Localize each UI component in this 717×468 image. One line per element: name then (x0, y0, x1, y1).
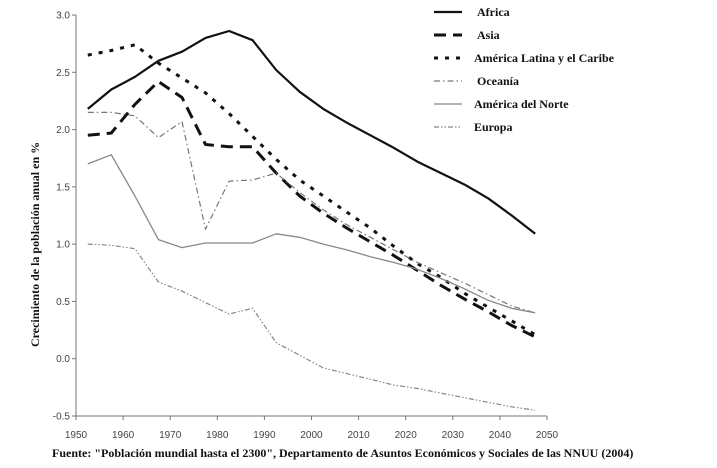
axes: 3.0 2.5 2.0 1.5 1.0 0.5 0.0 -0.5 1950 1960 1970 198… (53, 11, 559, 442)
legend-label-america-del-norte: América del Norte (474, 97, 569, 111)
source-caption: Fuente: "Población mundial hasta el 2300… (52, 446, 634, 460)
x-tick-label: 1990 (253, 430, 276, 441)
series-line-asia (87, 80, 536, 339)
legend: Africa Asia América Latina y el Caribe Ocea… (434, 5, 615, 134)
x-tick-label: 2050 (536, 430, 559, 441)
series-line-africa (87, 29, 536, 235)
legend-label-asia: Asia (477, 28, 500, 42)
x-tick-label: 2040 (489, 430, 512, 441)
series-line-america-latina-y-el-caribe (87, 43, 536, 336)
x-tick-label: 1980 (206, 430, 229, 441)
legend-label-america-latina-y-el-caribe: América Latina y el Caribe (474, 51, 615, 65)
y-tick-label: 0.5 (56, 297, 70, 308)
x-tick-label: 2000 (300, 430, 323, 441)
series-lines (87, 29, 536, 411)
y-tick-label: 1.0 (56, 240, 70, 251)
series-line-oceania (87, 111, 536, 314)
x-tick-label: 1950 (65, 430, 88, 441)
x-tick-label: 1960 (112, 430, 135, 441)
legend-label-africa: Africa (477, 5, 510, 19)
x-tick-label: 2010 (347, 430, 370, 441)
y-axis-label: Crecimiento de la población anual en % (28, 142, 42, 347)
legend-label-oceania: Oceanía (477, 74, 519, 88)
legend-label-europa: Europa (474, 120, 512, 134)
chart-area: 3.0 2.5 2.0 1.5 1.0 0.5 0.0 -0.5 1950 1960 1970 198… (28, 5, 615, 442)
y-tick-label: 0.0 (56, 354, 70, 365)
x-tick-label: 2020 (395, 430, 418, 441)
series-line-america-del-norte (87, 154, 536, 314)
x-tick-label: 1970 (159, 430, 182, 441)
y-tick-label: 2.0 (56, 125, 70, 136)
y-tick-label: 2.5 (56, 68, 70, 79)
x-tick-label: 2030 (442, 430, 465, 441)
series-line-europa (87, 243, 536, 411)
y-tick-label: -0.5 (53, 412, 71, 423)
y-tick-label: 3.0 (56, 11, 70, 22)
y-tick-label: 1.5 (56, 182, 70, 193)
